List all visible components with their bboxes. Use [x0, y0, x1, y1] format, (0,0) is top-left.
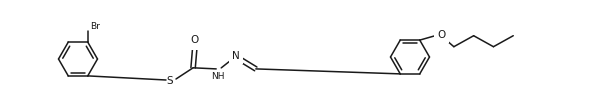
Text: O: O — [437, 30, 445, 40]
Text: Br: Br — [90, 22, 100, 31]
Text: N: N — [232, 51, 240, 61]
Text: O: O — [190, 35, 199, 45]
Text: S: S — [167, 76, 173, 86]
Text: NH: NH — [211, 72, 225, 81]
